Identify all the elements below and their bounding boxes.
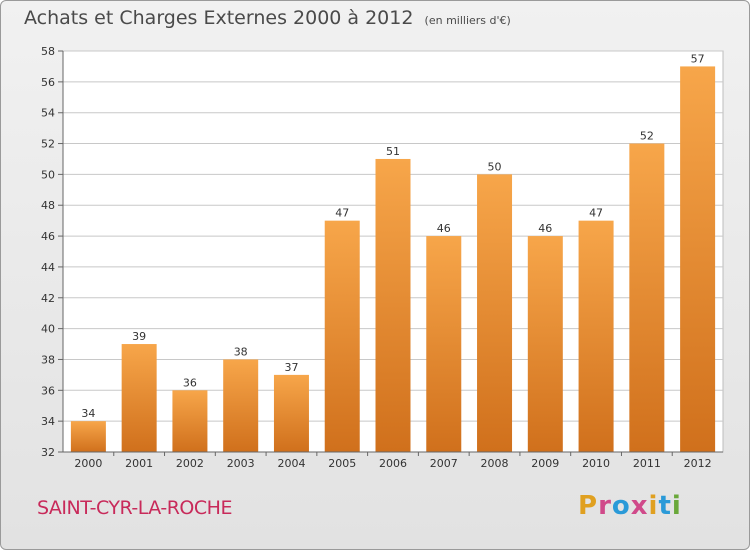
x-tick-label-2006: 2006 [379, 457, 407, 470]
logo-letter: P [578, 491, 599, 521]
data-label-2007: 46 [437, 222, 451, 235]
data-label-2004: 37 [284, 361, 298, 374]
data-label-2002: 36 [183, 376, 197, 389]
data-label-2003: 38 [234, 345, 248, 358]
logo-letter: i [671, 491, 682, 521]
x-tick-label-2007: 2007 [430, 457, 458, 470]
bar-2009 [527, 236, 563, 452]
data-label-2000: 34 [81, 407, 95, 420]
y-tick-label: 40 [41, 323, 55, 336]
y-tick-label: 50 [41, 168, 55, 181]
y-tick-label: 32 [41, 446, 55, 459]
x-tick-label-2003: 2003 [227, 457, 255, 470]
x-tick-label-2012: 2012 [684, 457, 712, 470]
y-tick-label: 44 [41, 261, 55, 274]
commune-name: SAINT-CYR-LA-ROCHE [37, 497, 232, 519]
y-tick-label: 34 [41, 415, 55, 428]
y-tick-label: 38 [41, 353, 55, 366]
logo-letter: r [598, 491, 612, 521]
chart-title: Achats et Charges Externes 2000 à 2012 [24, 7, 414, 29]
y-tick-label: 58 [41, 45, 55, 58]
x-tick-label-2009: 2009 [531, 457, 559, 470]
bar-2001 [121, 344, 157, 452]
bar-2010 [578, 220, 614, 452]
logo-letter: i [648, 491, 659, 521]
x-tick-label-2001: 2001 [125, 457, 153, 470]
bar-2000 [70, 421, 106, 452]
logo-letter: o [611, 491, 631, 521]
data-label-2012: 57 [691, 52, 705, 65]
bar-2002 [172, 390, 208, 452]
bar-2011 [629, 143, 665, 453]
bar-2007 [426, 236, 462, 452]
x-axis: 2000 2001 2002 2003 2004 2005 2006 2007 2008 2009… [63, 451, 723, 470]
bar-2006 [375, 158, 411, 452]
chart-unit: (en milliers d'€) [424, 14, 511, 27]
data-label-2010: 47 [589, 207, 603, 220]
x-tick-label-2008: 2008 [481, 457, 509, 470]
bars: 34 39 36 38 37 47 51 46 50 46 47 52 57 [70, 52, 716, 453]
y-tick-label: 42 [41, 292, 55, 305]
logo-letter: x [630, 491, 649, 521]
bar-2008 [477, 174, 513, 452]
logo-letter: t [658, 491, 672, 521]
bar-2004 [273, 374, 309, 452]
bar-2003 [223, 359, 259, 452]
x-tick-label-2010: 2010 [582, 457, 610, 470]
y-tick-label: 52 [41, 138, 55, 151]
y-tick-label: 48 [41, 199, 55, 212]
data-label-2009: 46 [538, 222, 552, 235]
proxiti-logo[interactable]: Proxiti [578, 491, 682, 521]
title-row: Achats et Charges Externes 2000 à 2012 (… [24, 7, 511, 29]
y-tick-label: 46 [41, 230, 55, 243]
y-tick-label: 36 [41, 384, 55, 397]
bar-2012 [680, 66, 716, 452]
y-tick-label: 54 [41, 107, 55, 120]
data-label-2006: 51 [386, 145, 400, 158]
x-tick-label-2004: 2004 [277, 457, 305, 470]
x-tick-label-2002: 2002 [176, 457, 204, 470]
data-label-2005: 47 [335, 207, 349, 220]
bar-2005 [324, 220, 360, 452]
data-label-2008: 50 [488, 160, 502, 173]
y-tick-label: 56 [41, 76, 55, 89]
data-label-2001: 39 [132, 330, 146, 343]
x-tick-label-2005: 2005 [328, 457, 356, 470]
x-tick-label-2000: 2000 [74, 457, 102, 470]
x-tick-label-2011: 2011 [633, 457, 661, 470]
data-label-2011: 52 [640, 130, 654, 143]
y-axis: 32 34 36 38 40 42 44 46 48 50 52 54 56 58 [41, 45, 64, 459]
